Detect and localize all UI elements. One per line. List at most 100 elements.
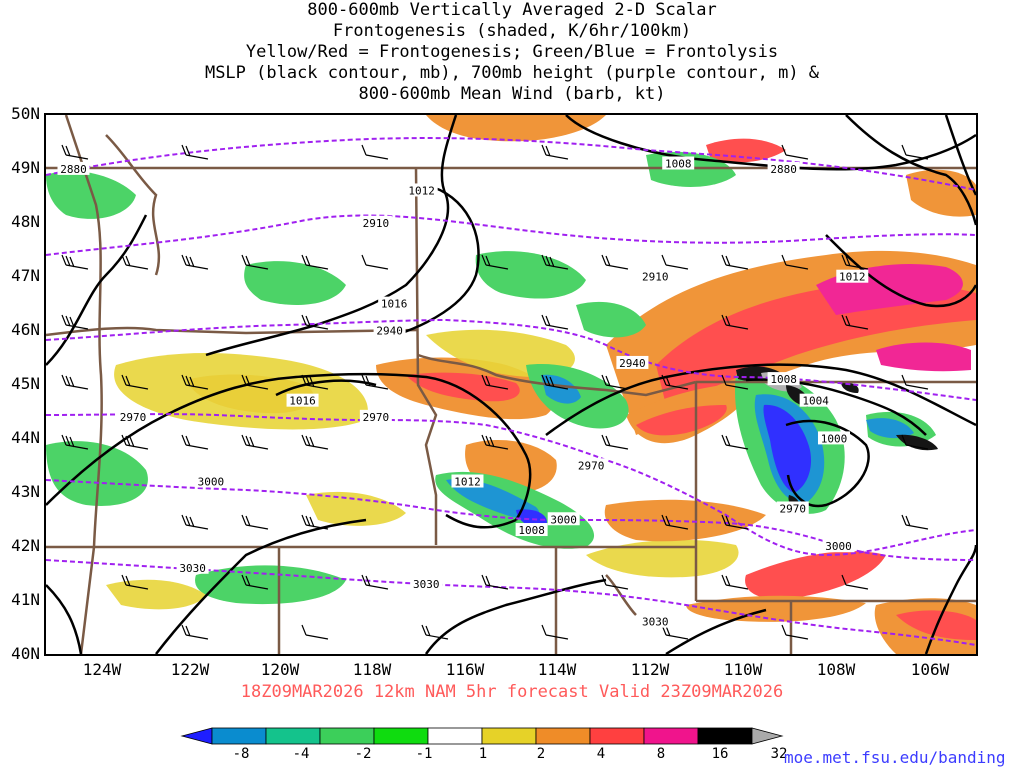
- lon-label: 106W: [910, 660, 950, 679]
- mslp-label: 1000: [817, 431, 850, 445]
- title-line-4: MSLP (black contour, mb), 700mb height (…: [204, 63, 820, 83]
- wind-barbs: [61, 144, 929, 640]
- height-label-text: 3000: [825, 540, 852, 553]
- mslp-label-text: 1016: [289, 395, 316, 408]
- lat-label: 49N: [11, 158, 40, 177]
- colorbar-cell: [643, 727, 699, 745]
- height-label: 2940: [373, 323, 406, 338]
- colorbar-cell: [535, 727, 591, 745]
- mslp-label-bg: [662, 156, 695, 170]
- height-label-bg: [575, 458, 608, 472]
- map-frame: 1012 1008 1016 1016 1012 1008 1012 1008 1004 1000…: [44, 113, 978, 656]
- height-label-text: 3030: [642, 616, 669, 629]
- height-label-text: 3030: [179, 562, 206, 575]
- colorbar-cell: [427, 727, 483, 745]
- height-label-text: 2880: [60, 163, 87, 176]
- height-label-text: 2970: [578, 459, 605, 472]
- lon-label: 110W: [723, 660, 763, 679]
- colorbar-tick: -8: [232, 746, 250, 762]
- mslp-label: 1016: [378, 296, 411, 311]
- height-label: 2910: [639, 269, 672, 284]
- lat-label: 41N: [11, 590, 40, 609]
- frontogenesis-shading: [46, 115, 976, 654]
- mslp-label-bg: [799, 393, 832, 407]
- mslp-label-text: 1016: [381, 298, 408, 311]
- height-label-text: 3000: [550, 513, 577, 526]
- mslp-label: 1012: [451, 474, 484, 489]
- colorbar-cell: [751, 727, 784, 745]
- height-label: 3000: [822, 539, 855, 553]
- mslp-label: 1008: [767, 372, 800, 386]
- mslp-label: 1008: [662, 156, 695, 171]
- colorbar-tick: -1: [415, 746, 433, 762]
- height-label-layer: 2880 2910 2910 2940 2940 2970 2970 2970 2970 3000…: [57, 161, 855, 629]
- height-label: 3030: [410, 576, 443, 591]
- height-label-text: 2880: [770, 163, 797, 176]
- mslp-label-text: 1000: [821, 432, 848, 445]
- mslp-label: 1016: [286, 393, 319, 408]
- lon-label: 118W: [352, 660, 392, 679]
- lat-label: 44N: [11, 428, 40, 447]
- lat-label: 47N: [11, 266, 40, 285]
- height-label-bg: [176, 560, 209, 574]
- colorbar-cell: [589, 727, 645, 745]
- height-label-bg: [639, 269, 672, 283]
- lon-label: 108W: [816, 660, 856, 679]
- colorbar: [180, 727, 784, 745]
- mslp-label: 1012: [836, 269, 869, 284]
- colorbar-tick: 4: [596, 746, 606, 762]
- colorbar-cell: [481, 727, 537, 745]
- height-label: 2880: [767, 161, 800, 176]
- mslp-label-bg: [836, 269, 869, 283]
- mslp-label-text: 1012: [454, 476, 481, 489]
- mslp-label-text: 1004: [802, 395, 829, 408]
- lon-label: 116W: [445, 660, 485, 679]
- colorbar-tick: 1: [478, 746, 488, 762]
- mslp-label: 1008: [515, 523, 548, 537]
- mslp-label-text: 1012: [408, 184, 435, 197]
- mslp-label: 1012: [405, 183, 438, 197]
- lon-label: 112W: [630, 660, 670, 679]
- lon-label: 124W: [82, 660, 122, 679]
- height-label-bg: [359, 409, 392, 423]
- height-label-bg: [359, 215, 392, 229]
- map-canvas: 1012 1008 1016 1016 1012 1008 1012 1008 1004 1000…: [46, 115, 976, 654]
- height-label: 3000: [547, 512, 580, 526]
- height-label: 2910: [359, 215, 392, 230]
- height-label: 2970: [359, 409, 392, 424]
- colorbar-tick: 16: [711, 746, 729, 762]
- lat-label: 40N: [11, 644, 40, 663]
- mslp-label-bg: [515, 523, 548, 537]
- colorbar-cell: [373, 727, 429, 745]
- lat-label: 48N: [11, 212, 40, 231]
- height-label: 2940: [616, 355, 649, 370]
- lat-label: 43N: [11, 482, 40, 501]
- forecast-caption: 18Z09MAR2026 12km NAM 5hr forecast Valid…: [240, 682, 784, 702]
- mslp-label-bg: [451, 474, 484, 488]
- colorbar-tick: 8: [656, 746, 666, 762]
- lat-label: 42N: [11, 536, 40, 555]
- height-label-bg: [822, 539, 855, 553]
- height-label: 3030: [639, 614, 672, 629]
- title-line-2: Frontogenesis (shaded, K/6hr/100km): [332, 21, 692, 41]
- colorbar-tick: -4: [292, 746, 310, 762]
- mslp-label-bg: [286, 393, 319, 407]
- mslp-label-text: 1008: [770, 373, 797, 386]
- colorbar-cell: [180, 727, 213, 745]
- mslp-label-bg: [817, 431, 850, 445]
- lat-label: 46N: [11, 320, 40, 339]
- mslp-label: 1004: [799, 393, 832, 408]
- lon-label: 122W: [170, 660, 210, 679]
- height-label: 3030: [176, 560, 209, 575]
- colorbar-cell: [697, 727, 753, 745]
- height-label-text: 2970: [120, 411, 147, 424]
- height-label: 2970: [117, 409, 150, 424]
- height-label-bg: [767, 161, 800, 175]
- mslp-label-bg: [405, 183, 438, 197]
- mslp-label-layer: 1012 1008 1016 1016 1012 1008 1012 1008 1004 1000: [286, 156, 869, 537]
- colorbar-tick: 2: [536, 746, 546, 762]
- mslp-label-bg: [378, 296, 411, 310]
- political-borders: [46, 115, 976, 654]
- height-label: 3000: [194, 474, 227, 489]
- height-label-text: 2910: [363, 217, 390, 230]
